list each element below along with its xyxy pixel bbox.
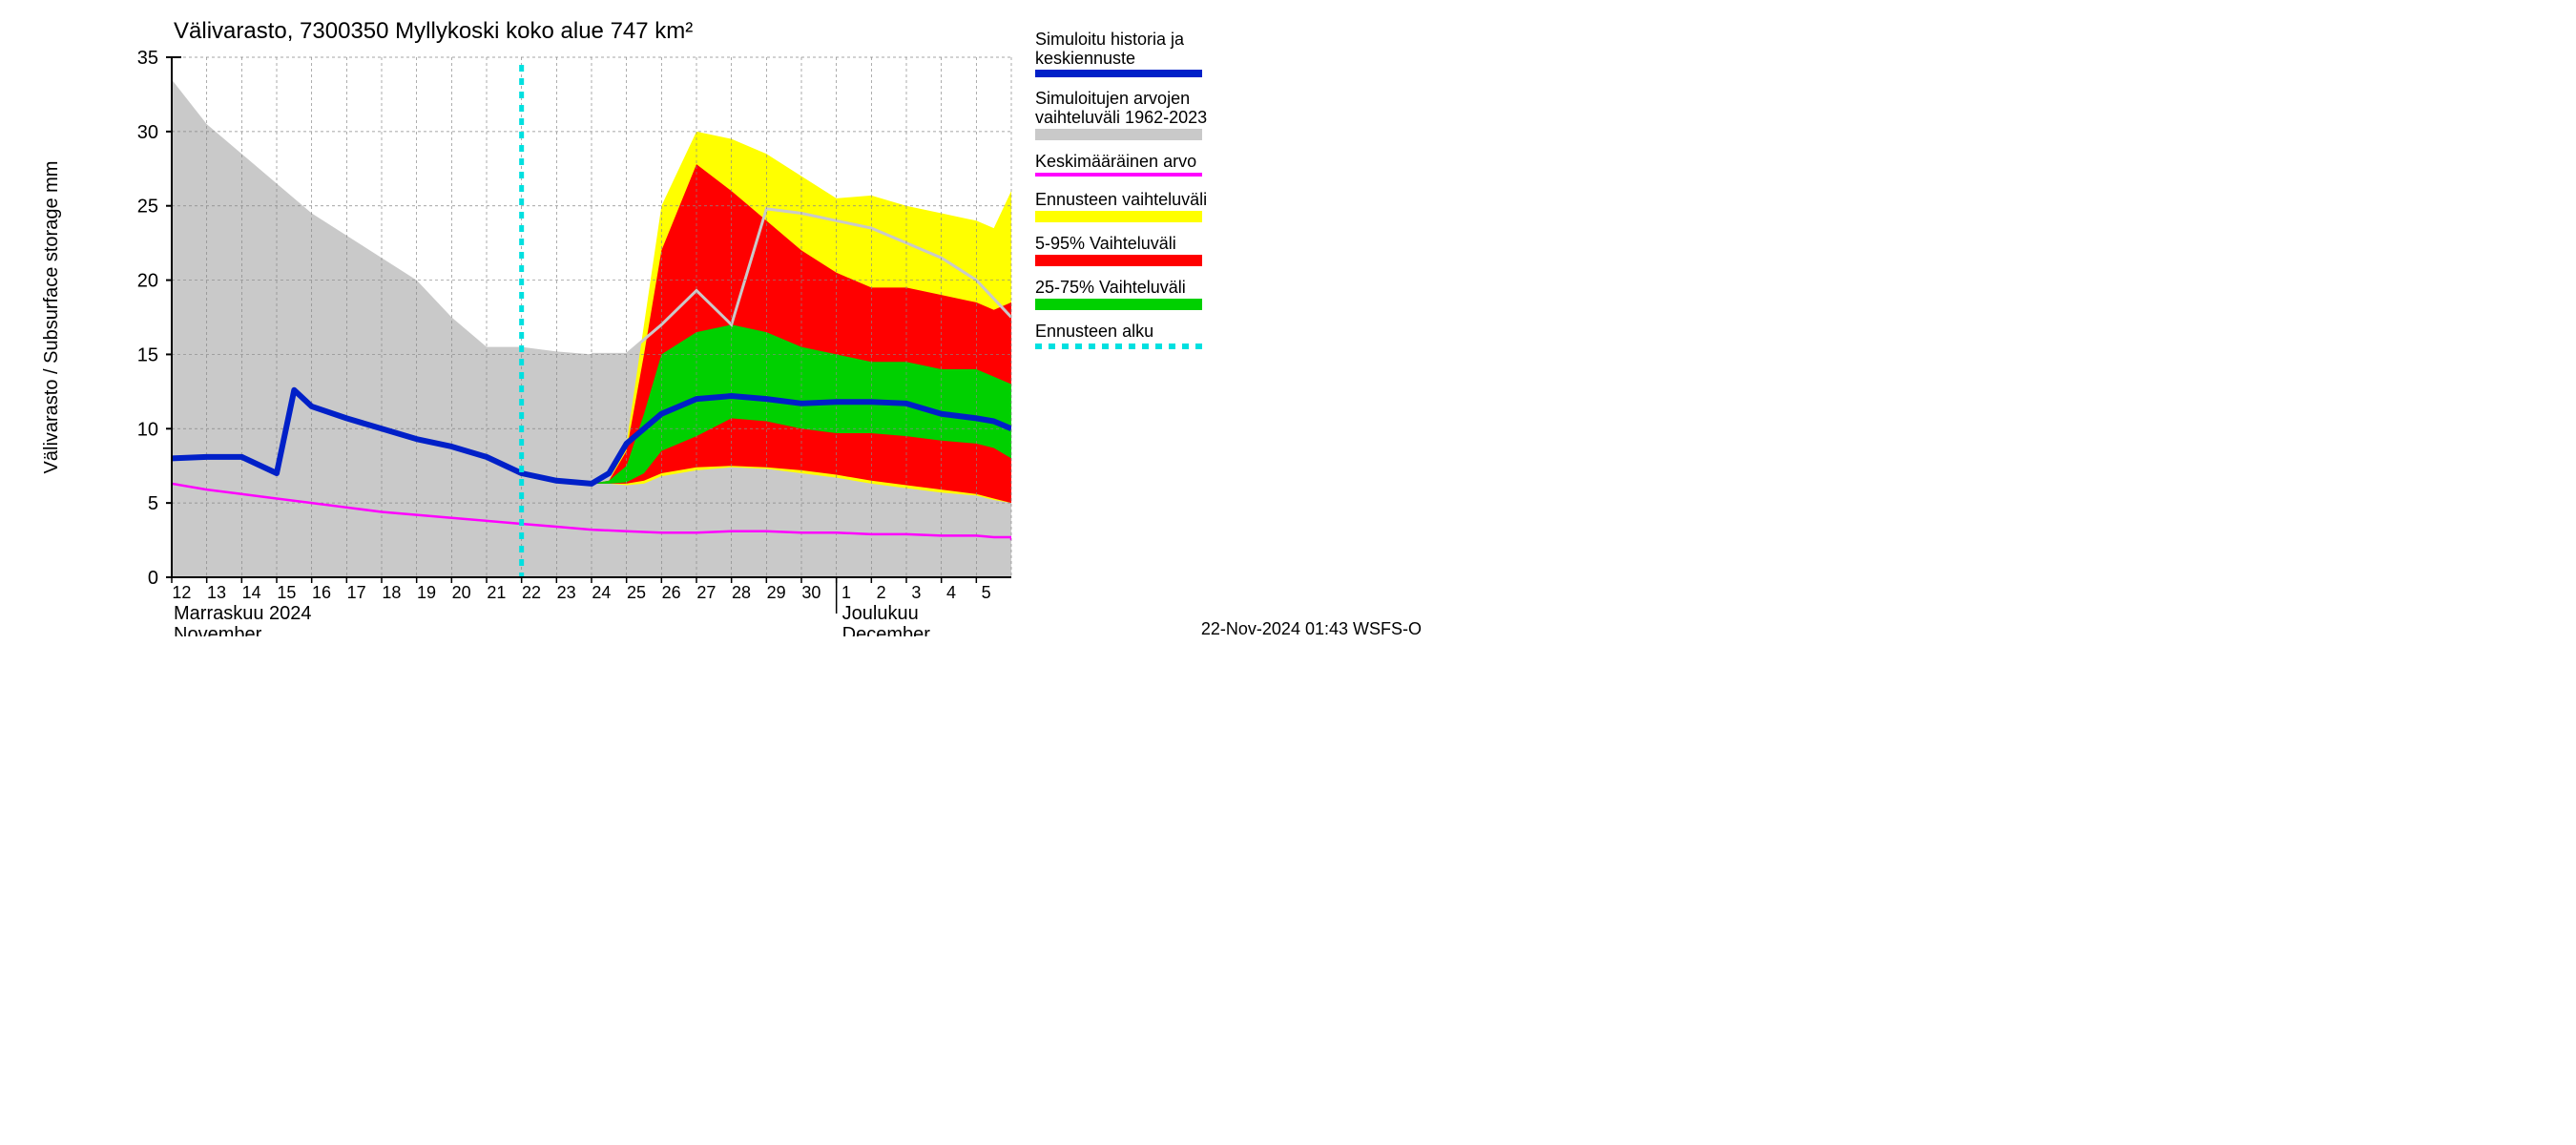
legend-simhist-l2: keskiennuste	[1035, 49, 1135, 68]
x-tick-label: 28	[732, 583, 751, 602]
x-tick-label: 2	[877, 583, 886, 602]
y-tick-label: 30	[137, 122, 158, 143]
legend-simrange-l1: Simuloitujen arvojen	[1035, 89, 1190, 108]
x-tick-label: 23	[557, 583, 576, 602]
x-tick-label: 24	[592, 583, 611, 602]
x-tick-label: 30	[801, 583, 821, 602]
x-tick-label: 21	[487, 583, 506, 602]
legend-swatch-red	[1035, 255, 1202, 266]
x-tick-label: 15	[277, 583, 296, 602]
month-right-fi: Joulukuu	[842, 603, 919, 624]
legend-forecaststart: Ennusteen alku	[1035, 322, 1153, 341]
x-tick-label: 12	[172, 583, 191, 602]
x-tick-label: 14	[242, 583, 261, 602]
x-tick-label: 17	[347, 583, 366, 602]
legend-forecastrange: Ennusteen vaihteluväli	[1035, 190, 1207, 209]
legend-swatch-blue	[1035, 70, 1202, 77]
x-tick-label: 20	[452, 583, 471, 602]
legend-swatch-green	[1035, 299, 1202, 310]
y-tick-label: 35	[137, 48, 158, 69]
legend-swatch-gray	[1035, 129, 1202, 140]
legend-mean: Keskimääräinen arvo	[1035, 152, 1196, 171]
x-tick-label: 26	[662, 583, 681, 602]
x-tick-label: 27	[696, 583, 716, 602]
month-left-fi: Marraskuu 2024	[174, 603, 312, 624]
x-tick-label: 3	[911, 583, 921, 602]
x-tick-label: 1	[841, 583, 851, 602]
legend-simhist-l1: Simuloitu historia ja	[1035, 30, 1185, 49]
y-axis-label: Välivarasto / Subsurface storage mm	[41, 161, 62, 474]
x-tick-label: 19	[417, 583, 436, 602]
legend-p595: 5-95% Vaihteluväli	[1035, 234, 1176, 253]
footer-timestamp: 22-Nov-2024 01:43 WSFS-O	[1201, 619, 1422, 636]
x-tick-label: 22	[522, 583, 541, 602]
y-tick-label: 5	[148, 493, 158, 514]
month-left-en: November	[174, 624, 262, 636]
x-tick-label: 4	[946, 583, 956, 602]
x-tick-label: 5	[982, 583, 991, 602]
legend-swatch-yellow	[1035, 211, 1202, 222]
x-tick-label: 16	[312, 583, 331, 602]
y-tick-label: 20	[137, 271, 158, 292]
legend-swatch-magenta	[1035, 173, 1202, 177]
x-tick-label: 29	[767, 583, 786, 602]
legend-simrange-l2: vaihteluväli 1962-2023	[1035, 108, 1207, 127]
x-tick-label: 18	[382, 583, 401, 602]
y-tick-label: 0	[148, 568, 158, 589]
y-tick-label: 25	[137, 197, 158, 218]
month-right-en: December	[842, 624, 931, 636]
x-tick-label: 25	[627, 583, 646, 602]
x-tick-label: 13	[207, 583, 226, 602]
y-tick-label: 15	[137, 344, 158, 365]
y-tick-label: 10	[137, 419, 158, 440]
chart-title: Välivarasto, 7300350 Myllykoski koko alu…	[174, 18, 693, 44]
legend-p2575: 25-75% Vaihteluväli	[1035, 278, 1186, 297]
